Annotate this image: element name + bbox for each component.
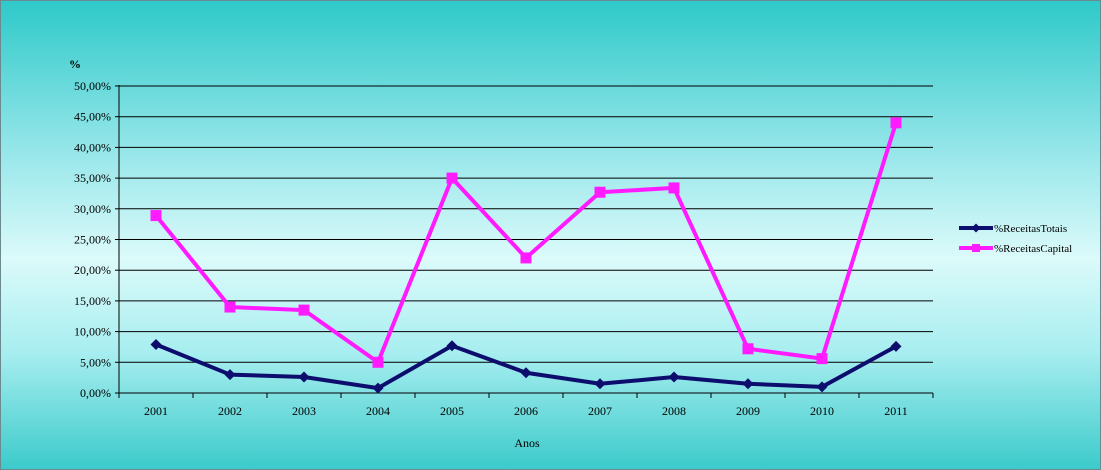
data-point: [372, 356, 384, 368]
data-point: [594, 186, 606, 198]
y-tick-label: 35,00%: [74, 171, 111, 185]
data-point: [890, 117, 902, 129]
y-tick-label: 20,00%: [74, 263, 111, 277]
data-point: [224, 369, 236, 381]
data-point: [372, 382, 384, 394]
x-tick-label: 2004: [366, 404, 390, 418]
legend-label: %ReceitasTotais: [994, 223, 1067, 235]
data-point: [150, 338, 162, 350]
data-point: [298, 371, 310, 383]
legend-entry: %ReceitasCapital: [959, 243, 1072, 255]
y-tick-label: 50,00%: [74, 79, 111, 93]
y-tick-label: 0,00%: [80, 386, 111, 400]
series-2: [150, 117, 902, 368]
x-tick-label: 2008: [662, 404, 686, 418]
series-line: [154, 122, 898, 365]
data-point: [816, 381, 828, 393]
x-tick-label: 2011: [884, 404, 908, 418]
data-point: [742, 343, 754, 355]
axes: 0,00% 5,00% 10,00% 15,00% 20,00% 25,00% 30,00%…: [74, 79, 934, 418]
legend: %ReceitasTotais %ReceitasCapital: [959, 223, 1072, 255]
y-tick-label: 10,00%: [74, 325, 111, 339]
data-point: [446, 172, 458, 184]
data-point: [972, 244, 980, 252]
x-tick-label: 2009: [736, 404, 760, 418]
data-point: [971, 223, 981, 233]
x-tick-label: 2005: [440, 404, 464, 418]
x-tick-label: 2007: [588, 404, 612, 418]
data-point: [520, 252, 532, 264]
data-point: [150, 210, 162, 222]
x-tick-label: 2003: [292, 404, 316, 418]
data-point: [594, 378, 606, 390]
x-tick-label: 2006: [514, 404, 538, 418]
x-tick-label: 2010: [810, 404, 834, 418]
x-tick-label: 2002: [218, 404, 242, 418]
data-point: [816, 353, 828, 365]
y-tick-label: 15,00%: [74, 294, 111, 308]
series: [150, 117, 902, 394]
y-tick-label: 30,00%: [74, 202, 111, 216]
data-point: [742, 378, 754, 390]
data-point: [298, 304, 310, 316]
y-tick-label: 25,00%: [74, 233, 111, 247]
data-point: [446, 340, 458, 352]
series-1: [150, 338, 902, 394]
grid-lines: [119, 85, 933, 363]
x-tick-label: 2001: [144, 404, 168, 418]
y-axis-title: %: [69, 57, 81, 71]
data-point: [668, 371, 680, 383]
data-point: [668, 182, 680, 194]
y-tick-label: 5,00%: [80, 355, 111, 369]
x-axis-title: Anos: [514, 436, 540, 450]
legend-label: %ReceitasCapital: [994, 243, 1072, 255]
data-point: [890, 340, 902, 352]
data-point: [224, 301, 236, 313]
data-point: [520, 367, 532, 379]
legend-entry: %ReceitasTotais: [959, 223, 1067, 235]
series-line: [155, 342, 897, 391]
y-tick-label: 40,00%: [74, 140, 111, 154]
y-tick-label: 45,00%: [74, 110, 111, 124]
